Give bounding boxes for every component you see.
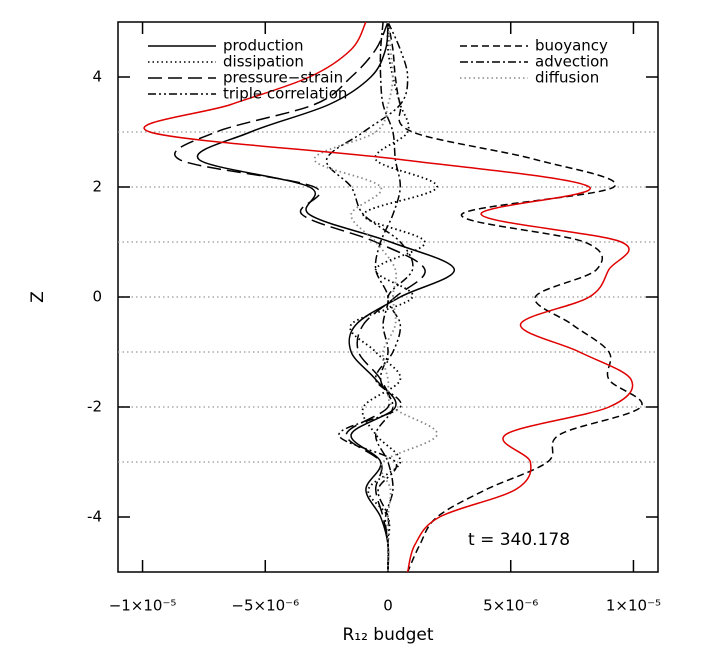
y-tick-label: 0 [92, 288, 102, 306]
legend-label: pressure−strain [223, 69, 343, 87]
series-line [196, 22, 456, 572]
legend-label: dissipation [223, 53, 304, 71]
series-line [349, 22, 438, 572]
annotation: t = 340.178 [468, 530, 570, 550]
y-tick-label: 2 [92, 178, 102, 196]
x-tick-label: −5×10⁻⁶ [231, 597, 299, 615]
plot-area [143, 22, 643, 572]
series-line [174, 22, 426, 572]
legend-label: diffusion [535, 69, 599, 87]
series-line [387, 22, 643, 572]
x-tick-label: −1×10⁻⁵ [109, 597, 177, 615]
y-tick-label: -2 [87, 398, 102, 416]
x-tick-label: 0 [383, 597, 393, 615]
x-tick-label: 1×10⁻⁵ [606, 597, 661, 615]
legend-label: buoyancy [535, 37, 608, 55]
x-axis-label: R₁₂ budget [342, 625, 433, 645]
series-line [143, 22, 634, 572]
x-tick-label: 5×10⁻⁶ [483, 597, 538, 615]
legend-label: triple correlation [223, 85, 347, 103]
y-tick-label: -4 [87, 508, 102, 526]
y-tick-label: 4 [92, 68, 102, 86]
series-line [374, 22, 402, 572]
legend-label: production [223, 37, 304, 55]
legend-label: advection [535, 53, 609, 71]
y-axis-label: Z [28, 291, 48, 303]
